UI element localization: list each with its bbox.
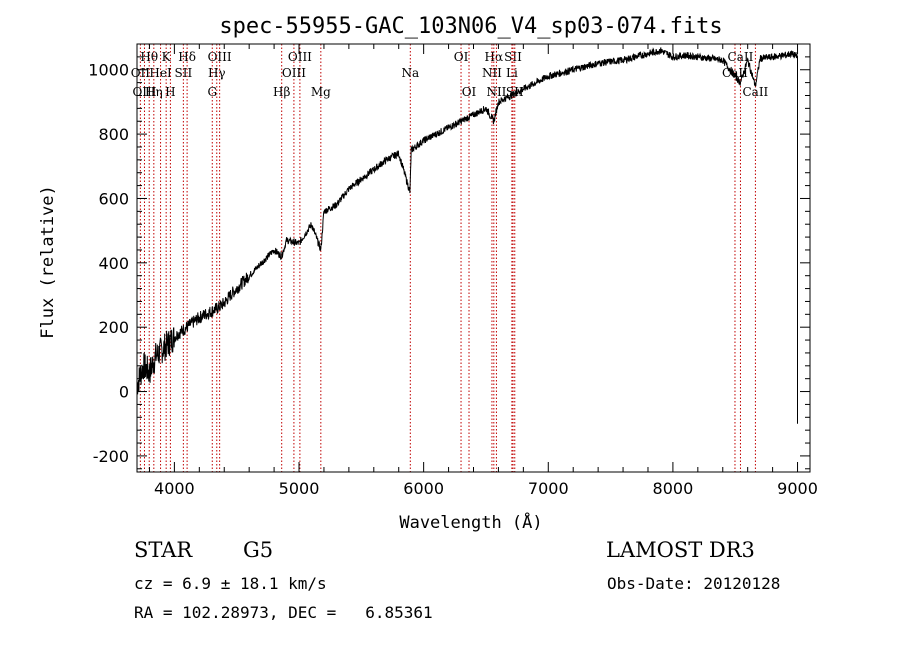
y-axis-label: Flux (relative) xyxy=(38,185,58,339)
spectrum-line xyxy=(136,47,798,424)
line-marker-label-6: SII xyxy=(175,66,193,80)
line-marker-label-3: K xyxy=(162,50,172,64)
plot-frame xyxy=(136,43,811,473)
line-marker-label-23: Li xyxy=(506,66,518,80)
line-marker-label-12: OIII xyxy=(288,50,312,64)
spectrum-layer xyxy=(136,47,798,424)
y-tick-label-6: 1000 xyxy=(88,61,129,80)
obs-date: Obs-Date: 20120128 xyxy=(607,574,781,593)
x-tick-label-0: 4000 xyxy=(154,479,195,498)
line-marker-label-16: Na xyxy=(401,66,419,80)
line-marker-label-14: Hβ xyxy=(273,85,290,99)
line-marker-label-15: Mg xyxy=(311,85,331,99)
line-marker-label-25: CaII xyxy=(728,50,754,64)
x-tick-label-3: 7000 xyxy=(528,479,569,498)
object-subclass: G5 xyxy=(243,538,274,562)
line-marker-label-13: OIII xyxy=(282,66,306,80)
y-tick-label-3: 400 xyxy=(98,254,129,273)
line-marker-label-5: Hη xyxy=(145,85,163,99)
line-marker-label-18: OI xyxy=(462,85,477,99)
line-marker-label-10: Hγ xyxy=(208,66,226,80)
x-tick-label-2: 6000 xyxy=(403,479,444,498)
line-marker-label-11: G xyxy=(207,85,217,99)
line-marker-label-22: SII xyxy=(504,50,522,64)
line-marker-label-20: NII xyxy=(482,66,502,80)
line-marker-label-19: Hα xyxy=(485,50,504,64)
line-marker-label-1: OII xyxy=(131,66,151,80)
y-tick-label-0: -200 xyxy=(93,447,129,466)
chart-title: spec-55955-GAC_103N06_V4_sp03-074.fits xyxy=(219,14,722,39)
line-marker-label-7: H xyxy=(165,85,175,99)
x-tick-label-5: 9000 xyxy=(777,479,818,498)
line-marker-label-17: OI xyxy=(454,50,469,64)
redshift-readout: cz = 6.9 ± 18.1 km/s xyxy=(134,574,327,593)
y-tick-label-2: 200 xyxy=(98,318,129,337)
line-marker-label-9: OIII xyxy=(208,50,232,64)
axis-ticks-layer: 4000 5000 6000 7000 8000 9000 -200 0 200 400 600 80… xyxy=(88,44,818,498)
line-marker-label-8: Hδ xyxy=(178,50,196,64)
survey-name: LAMOST DR3 xyxy=(606,538,755,562)
line-marker-label-21: NII xyxy=(486,85,506,99)
line-marker-label-0: Hθ xyxy=(140,50,158,64)
object-class: STAR xyxy=(134,538,193,562)
line-marker-label-4: HeI xyxy=(149,66,172,80)
x-tick-label-4: 8000 xyxy=(653,479,694,498)
y-tick-label-4: 600 xyxy=(98,189,129,208)
x-axis-label: Wavelength (Å) xyxy=(399,511,542,533)
y-tick-label-5: 800 xyxy=(98,125,129,144)
coordinates-readout: RA = 102.28973, DEC = 6.85361 xyxy=(134,603,433,622)
y-tick-label-1: 0 xyxy=(119,383,129,402)
line-marker-label-27: CaII xyxy=(742,85,768,99)
x-tick-label-1: 5000 xyxy=(279,479,320,498)
